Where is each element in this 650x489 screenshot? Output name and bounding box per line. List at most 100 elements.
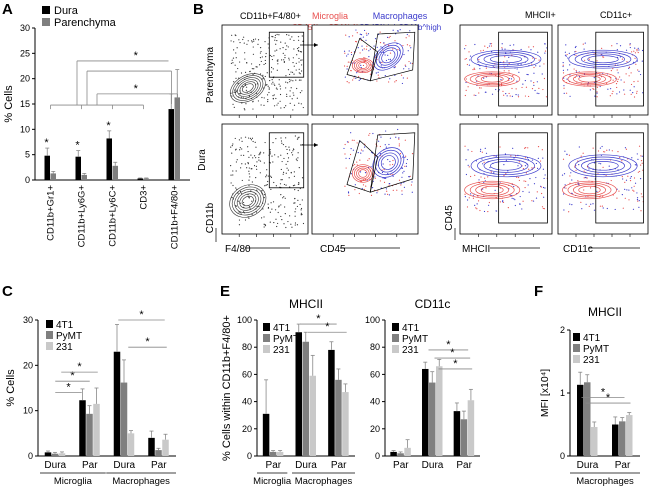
event-dot — [403, 186, 406, 188]
event-dot — [574, 51, 576, 53]
event-dot — [574, 46, 576, 49]
event-dot — [622, 207, 624, 209]
event-dot — [253, 155, 256, 157]
y-tick-label: 5 — [25, 150, 30, 160]
event-dot — [465, 57, 467, 60]
event-dot — [259, 57, 262, 59]
event-dot — [283, 106, 285, 109]
event-dot — [356, 72, 358, 74]
event-dot — [530, 80, 532, 82]
event-dot — [481, 151, 483, 153]
event-dot — [481, 158, 483, 160]
event-dot — [368, 134, 370, 136]
event-dot — [514, 199, 516, 201]
event-dot — [494, 189, 496, 192]
microglia-contour — [578, 75, 601, 83]
event-dot — [244, 52, 246, 54]
event-dot — [252, 53, 255, 55]
event-dot — [518, 179, 520, 182]
event-dot — [280, 194, 282, 196]
event-dot — [518, 71, 520, 73]
event-dot — [251, 214, 253, 216]
event-dot — [562, 193, 565, 195]
event-dot — [566, 78, 568, 80]
bar-231 — [309, 375, 316, 456]
category-label: Dura — [113, 460, 135, 471]
event-dot — [247, 40, 249, 42]
event-dot — [640, 193, 642, 195]
event-dot — [277, 60, 279, 62]
event-dot — [505, 159, 507, 161]
event-dot — [517, 94, 519, 96]
event-dot — [230, 92, 232, 94]
event-dot — [394, 66, 396, 68]
event-dot — [408, 60, 410, 63]
event-dot — [230, 146, 232, 148]
event-dot — [511, 87, 513, 90]
event-dot — [293, 104, 296, 106]
event-dot — [292, 57, 294, 59]
event-dot — [276, 33, 278, 36]
event-dot — [575, 45, 577, 48]
event-dot — [245, 86, 248, 88]
event-dot — [400, 74, 403, 76]
event-dot — [641, 196, 643, 198]
event-dot — [239, 191, 242, 193]
category-label: CD11b+Ly6G+ — [77, 185, 88, 248]
event-dot — [383, 42, 385, 44]
event-dot — [624, 197, 626, 199]
event-dot — [274, 209, 277, 211]
event-dot — [289, 102, 291, 105]
event-dot — [244, 163, 246, 165]
event-dot — [283, 61, 285, 64]
microglia-contour — [562, 180, 617, 200]
event-dot — [404, 64, 406, 66]
event-dot — [484, 91, 486, 93]
event-dot — [571, 204, 573, 206]
y-tick-label: 20 — [23, 360, 33, 370]
event-dot — [232, 170, 234, 172]
event-dot — [359, 33, 361, 35]
event-dot — [263, 152, 265, 154]
event-dot — [242, 211, 245, 213]
event-dot — [616, 93, 618, 95]
event-dot — [267, 100, 269, 103]
event-dot — [588, 58, 590, 60]
event-dot — [405, 37, 407, 39]
event-dot — [410, 47, 412, 49]
event-dot — [611, 93, 613, 95]
event-dot — [488, 201, 490, 204]
contour-line — [234, 188, 262, 214]
legend-label: 231 — [56, 342, 73, 353]
event-dot — [347, 191, 350, 193]
bar-231 — [626, 415, 633, 456]
event-dot — [401, 190, 403, 192]
event-dot — [248, 184, 250, 186]
event-dot — [293, 171, 295, 173]
event-dot — [253, 164, 256, 167]
microglia-contour — [562, 71, 617, 87]
microglia-contour — [356, 167, 370, 180]
event-dot — [259, 73, 262, 75]
y-tick-label: 20 — [20, 74, 30, 84]
y-axis-title: % Cells — [5, 369, 17, 407]
event-dot — [569, 74, 571, 76]
event-dot — [504, 56, 506, 58]
event-dot — [301, 35, 303, 37]
y-tick-label: 100 — [365, 315, 380, 325]
event-dot — [507, 170, 509, 172]
event-dot — [468, 166, 470, 168]
contour-line — [229, 184, 267, 218]
event-dot — [375, 72, 377, 74]
event-dot — [299, 203, 301, 206]
event-dot — [628, 66, 630, 69]
event-dot — [483, 210, 486, 213]
event-dot — [358, 75, 360, 78]
event-dot — [296, 87, 298, 90]
event-dot — [543, 196, 545, 198]
event-dot — [528, 46, 530, 48]
event-dot — [563, 92, 565, 94]
event-dot — [409, 175, 411, 177]
event-dot — [411, 191, 413, 193]
